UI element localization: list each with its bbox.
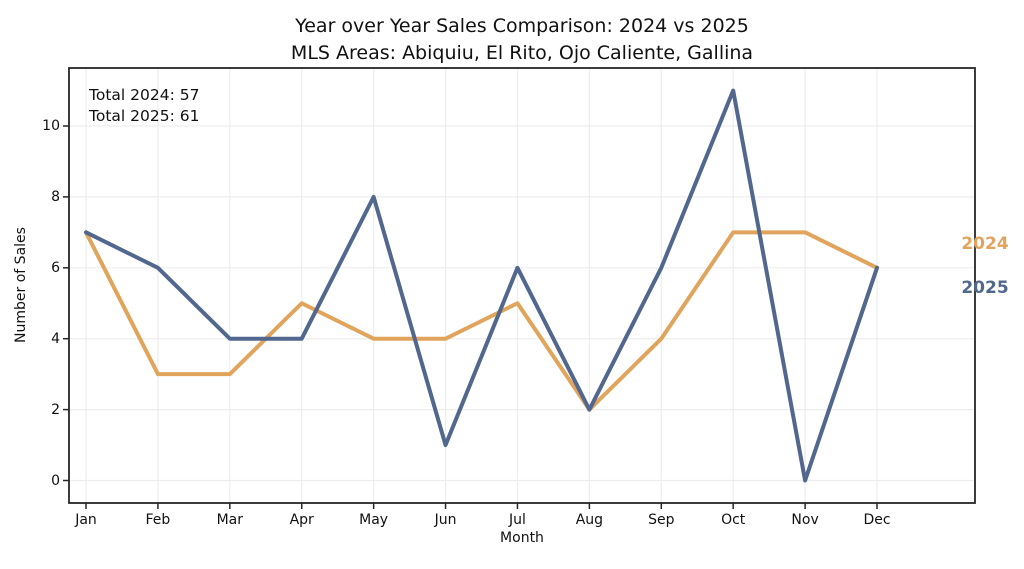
x-tick-label: Aug: [575, 512, 604, 528]
y-tick-label: 0: [51, 472, 60, 489]
series-line-2025: [84, 88, 880, 483]
x-tick-label: Apr: [289, 512, 314, 528]
chart-subtitle: MLS Areas: Abiquiu, El Rito, Ojo Calient…: [290, 42, 754, 64]
x-tick-label: Jun: [434, 512, 457, 528]
y-axis-label: Number of Sales: [13, 227, 29, 343]
y-tick-label: 4: [51, 330, 60, 347]
x-tick-label: Nov: [791, 512, 819, 528]
x-tick-label: Dec: [863, 512, 891, 528]
total-2024-text: Total 2024: 57: [89, 86, 200, 104]
chart-title: Year over Year Sales Comparison: 2024 vs…: [295, 15, 749, 37]
total-2025-text: Total 2025: 61: [89, 107, 200, 125]
x-tick-label: Jul: [509, 512, 526, 528]
legend-label-2024: 2024: [961, 234, 1009, 254]
x-tick-label: Jan: [75, 512, 97, 528]
x-axis-label: Month: [500, 530, 544, 546]
chart-title-block: Year over Year Sales Comparison: 2024 vs…: [69, 13, 975, 67]
y-tick-label: 2: [51, 401, 60, 418]
x-tick-label: Mar: [216, 512, 244, 528]
y-tick-label: 10: [42, 118, 60, 134]
series-line-2024: [84, 230, 880, 412]
x-tick-label: Sep: [648, 512, 675, 528]
y-tick-label: 8: [51, 188, 60, 205]
totals-annotation: Total 2024: 57 Total 2025: 61: [89, 85, 199, 127]
x-tick-label: May: [359, 512, 389, 528]
x-tick-label: Feb: [145, 512, 171, 528]
legend-label-2025: 2025: [961, 278, 1009, 298]
y-tick-label: 6: [51, 259, 60, 276]
plot-spines: [68, 67, 976, 504]
x-tick-label: Oct: [721, 512, 746, 528]
